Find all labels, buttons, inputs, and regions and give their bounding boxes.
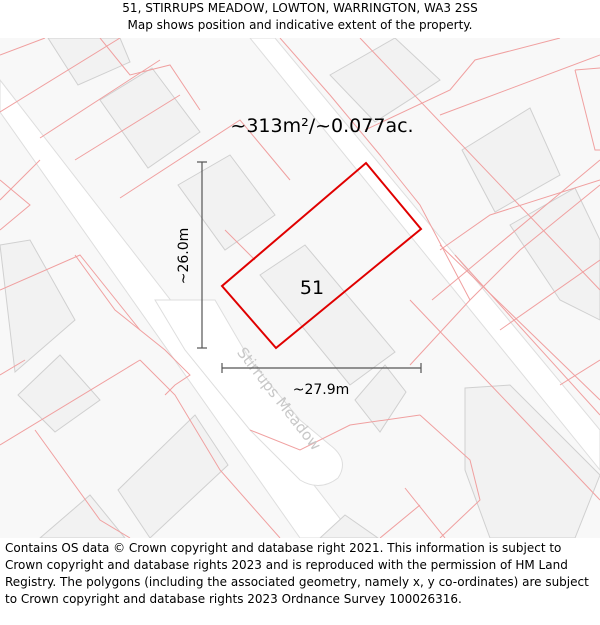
building: [0, 239, 76, 373]
attribution-text: Contains OS data © Crown copyright and d…: [5, 541, 589, 606]
building: [461, 107, 561, 213]
road-lane: [249, 38, 600, 471]
building: [99, 67, 201, 169]
map-canvas[interactable]: Stirrups Meadow 51 ~313m²/~0.077ac. ~26.…: [0, 38, 600, 538]
building: [319, 514, 379, 538]
width-dimension-label: ~27.9m: [293, 382, 350, 398]
map-svg: Stirrups Meadow 51 ~313m²/~0.077ac. ~26.…: [0, 38, 600, 538]
width-dimension-line: [221, 363, 422, 373]
building: [464, 384, 600, 538]
building: [117, 414, 229, 538]
building: [259, 244, 396, 386]
height-dimension-label: ~26.0m: [176, 228, 192, 285]
map-subtitle: Map shows position and indicative extent…: [127, 18, 473, 32]
area-label: ~313m²/~0.077ac.: [230, 115, 413, 137]
plot-number-label: 51: [300, 277, 324, 299]
property-address: 51, STIRRUPS MEADOW, LOWTON, WARRINGTON,…: [122, 1, 478, 15]
building: [329, 38, 441, 123]
building: [354, 364, 407, 433]
map-header: 51, STIRRUPS MEADOW, LOWTON, WARRINGTON,…: [0, 0, 600, 38]
building: [509, 187, 600, 321]
parcel-boundaries: [0, 38, 600, 538]
property-outline[interactable]: [220, 161, 423, 350]
buildings: [0, 38, 600, 538]
building: [39, 494, 126, 538]
height-dimension-line: [197, 161, 207, 349]
